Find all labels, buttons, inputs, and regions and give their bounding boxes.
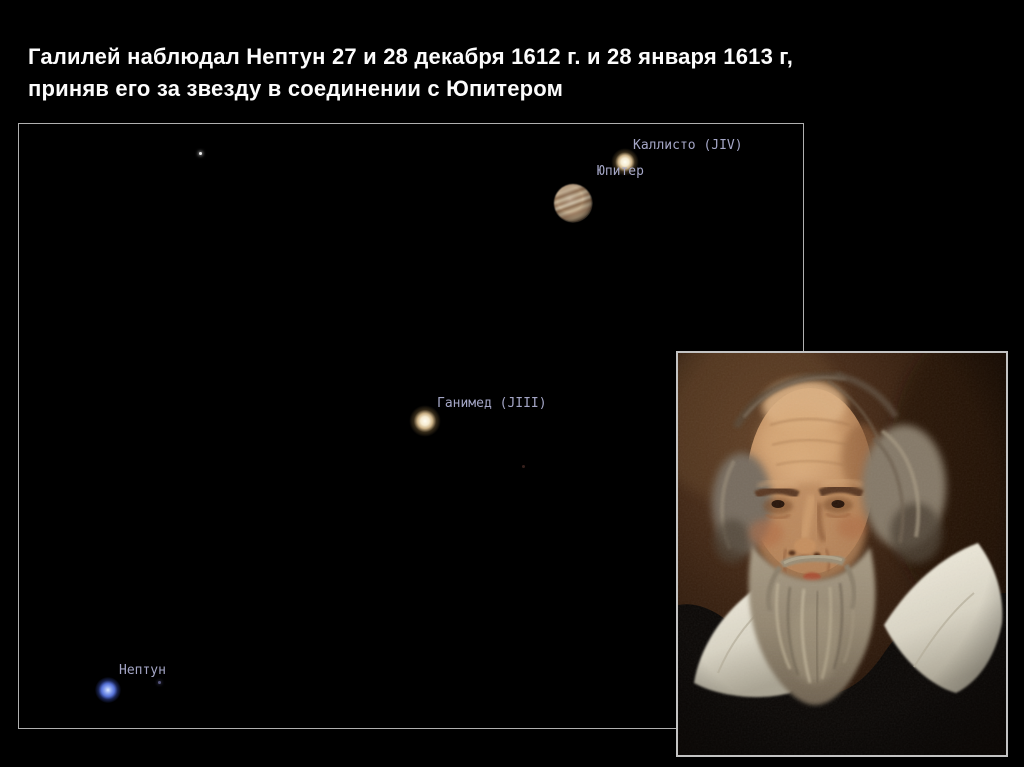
faint-star-dot (522, 465, 525, 468)
slide-title: Галилей наблюдал Нептун 27 и 28 декабря … (28, 41, 988, 105)
star-dot (199, 152, 202, 155)
faint-star-dot (158, 681, 161, 684)
star-map-panel: Каллисто (JIV) Юпитер (18, 123, 804, 729)
callisto-label: Каллисто (JIV) (633, 138, 743, 153)
jupiter-planet (554, 184, 592, 222)
neptune-planet (95, 677, 121, 703)
title-line-1: Галилей наблюдал Нептун 27 и 28 декабря … (28, 44, 794, 69)
title-line-2: приняв его за звезду в соединении с Юпит… (28, 76, 564, 101)
callisto-moon (611, 148, 639, 176)
neptune-label: Нептун (119, 663, 166, 678)
jupiter-label: Юпитер (597, 164, 644, 179)
ganymede-moon (409, 405, 441, 437)
galileo-painting (678, 353, 1006, 755)
ganymede-label: Ганимед (JIII) (437, 396, 547, 411)
galileo-portrait (676, 351, 1008, 757)
